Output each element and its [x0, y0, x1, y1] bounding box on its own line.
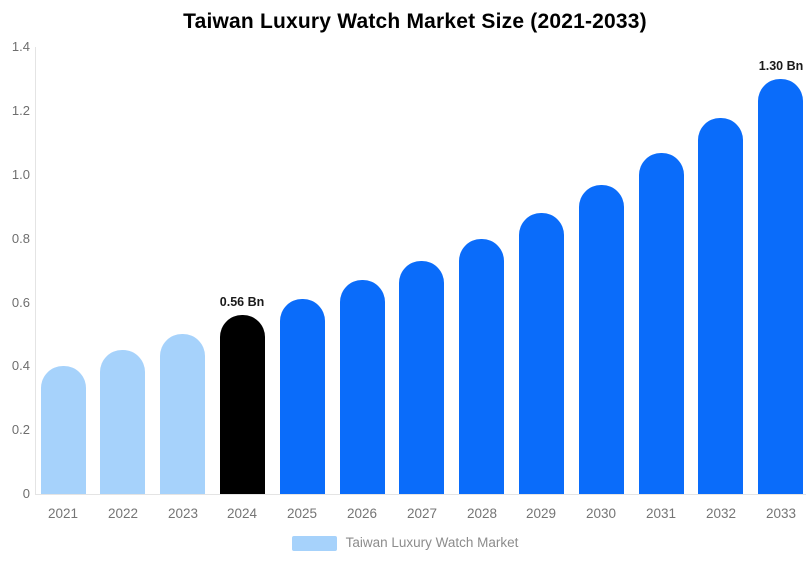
x-tick-2027: 2027 — [406, 506, 438, 521]
legend-item[interactable]: Taiwan Luxury Watch Market — [0, 535, 810, 551]
bar-2031[interactable] — [639, 153, 684, 494]
y-tick-1.2: 1.2 — [11, 103, 30, 118]
bar-2024[interactable] — [220, 315, 265, 494]
y-tick-0.2: 0.2 — [11, 422, 30, 437]
x-tick-2022: 2022 — [107, 506, 139, 521]
y-tick-0: 0 — [22, 486, 30, 501]
bar-2021[interactable] — [41, 366, 86, 494]
bar-2025[interactable] — [280, 299, 325, 494]
chart-title: Taiwan Luxury Watch Market Size (2021-20… — [183, 10, 647, 33]
bar-2033[interactable] — [758, 79, 803, 494]
bar-2026[interactable] — [340, 280, 385, 494]
x-tick-2024: 2024 — [226, 506, 258, 521]
bar-2028[interactable] — [459, 239, 504, 494]
x-tick-2029: 2029 — [525, 506, 557, 521]
x-tick-2026: 2026 — [346, 506, 378, 521]
bar-2032[interactable] — [698, 118, 743, 494]
x-tick-2025: 2025 — [286, 506, 318, 521]
x-tick-2033: 2033 — [765, 506, 797, 521]
x-tick-2023: 2023 — [167, 506, 199, 521]
legend-swatch — [291, 535, 337, 551]
x-tick-2028: 2028 — [466, 506, 498, 521]
y-axis-line — [35, 47, 36, 494]
value-label-2024: 0.56 Bn — [219, 295, 265, 309]
y-tick-0.6: 0.6 — [11, 295, 30, 310]
bar-2022[interactable] — [100, 350, 145, 494]
x-tick-2032: 2032 — [705, 506, 737, 521]
bar-2029[interactable] — [519, 213, 564, 494]
bar-2023[interactable] — [160, 334, 205, 494]
x-tick-2031: 2031 — [645, 506, 677, 521]
bar-2030[interactable] — [579, 185, 624, 494]
x-tick-2021: 2021 — [47, 506, 79, 521]
y-tick-0.8: 0.8 — [11, 231, 30, 246]
legend-label: Taiwan Luxury Watch Market — [345, 535, 519, 550]
value-label-2033: 1.30 Bn — [758, 59, 804, 73]
y-tick-1: 1.0 — [11, 167, 30, 182]
x-axis-line — [35, 494, 806, 495]
x-tick-2030: 2030 — [585, 506, 617, 521]
y-tick-0.4: 0.4 — [11, 358, 30, 373]
y-tick-1.4: 1.4 — [11, 39, 30, 54]
bar-2027[interactable] — [399, 261, 444, 494]
